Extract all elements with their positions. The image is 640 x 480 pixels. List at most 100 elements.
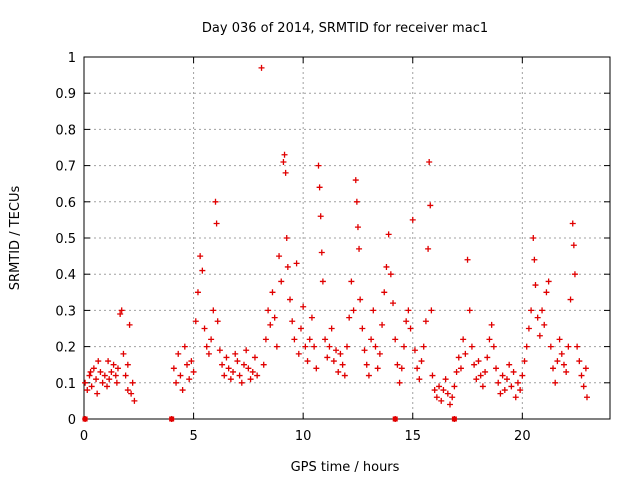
y-tick-label: 0.9 <box>55 87 76 102</box>
data-point <box>387 271 394 278</box>
data-point <box>114 365 121 372</box>
data-point <box>442 376 449 383</box>
data-point <box>271 314 278 321</box>
data-point <box>394 361 401 368</box>
data-point <box>376 350 383 357</box>
y-tick-label: 1 <box>68 51 76 66</box>
data-point <box>173 379 180 386</box>
data-point <box>210 307 217 314</box>
data-point <box>563 368 570 375</box>
data-point <box>357 296 364 303</box>
data-point <box>392 336 399 343</box>
data-point <box>569 220 576 227</box>
data-point <box>411 347 418 354</box>
data-point <box>427 202 434 209</box>
data-point <box>497 390 504 397</box>
data-point <box>503 376 510 383</box>
data-point <box>112 372 119 379</box>
data-point <box>354 224 361 231</box>
data-point <box>418 358 425 365</box>
y-tick-label: 0.1 <box>55 377 76 392</box>
x-tick-label: 5 <box>189 429 197 444</box>
data-point <box>466 307 473 314</box>
data-point <box>117 311 124 318</box>
data-point <box>438 397 445 404</box>
data-point <box>365 372 372 379</box>
data-point <box>97 368 104 375</box>
data-point <box>379 321 386 328</box>
x-tick-label: 15 <box>404 429 421 444</box>
data-point <box>302 343 309 350</box>
data-point <box>131 397 138 404</box>
data-point <box>353 198 360 205</box>
data-point <box>230 368 237 375</box>
data-point <box>262 336 269 343</box>
data-point <box>201 325 208 332</box>
data-point <box>407 325 414 332</box>
data-point <box>578 372 585 379</box>
data-point <box>574 343 581 350</box>
data-point <box>306 336 313 343</box>
data-point <box>385 231 392 238</box>
data-point <box>576 358 583 365</box>
data-point <box>267 321 274 328</box>
data-point <box>281 151 288 158</box>
data-point <box>484 354 491 361</box>
data-point <box>519 372 526 379</box>
baseline-square <box>169 416 175 422</box>
data-point <box>460 336 467 343</box>
data-point <box>333 347 340 354</box>
data-point <box>221 372 228 379</box>
data-point <box>565 343 572 350</box>
data-point <box>396 379 403 386</box>
data-point <box>488 321 495 328</box>
data-point <box>493 365 500 372</box>
data-point <box>539 307 546 314</box>
data-point <box>495 379 502 386</box>
data-point <box>440 387 447 394</box>
data-point <box>192 318 199 325</box>
data-point <box>583 394 590 401</box>
baseline-square <box>392 416 398 422</box>
data-point <box>260 361 267 368</box>
data-point <box>479 383 486 390</box>
data-point <box>87 368 94 375</box>
data-point <box>512 394 519 401</box>
data-point <box>278 278 285 285</box>
data-point <box>486 336 493 343</box>
data-point <box>475 358 482 365</box>
data-point <box>284 263 291 270</box>
data-point <box>348 278 355 285</box>
data-point <box>219 361 226 368</box>
data-point <box>337 350 344 357</box>
data-point <box>361 347 368 354</box>
data-point <box>436 383 443 390</box>
data-point <box>552 379 559 386</box>
data-point <box>356 245 363 252</box>
data-point <box>383 263 390 270</box>
data-point <box>547 343 554 350</box>
data-point <box>317 213 324 220</box>
data-point <box>374 365 381 372</box>
y-tick-label: 0.8 <box>55 123 76 138</box>
data-point <box>232 350 239 357</box>
y-tick-label: 0.4 <box>55 268 76 283</box>
data-point <box>473 376 480 383</box>
data-point <box>426 158 433 165</box>
data-point <box>223 354 230 361</box>
data-point <box>208 336 215 343</box>
chart-title: Day 036 of 2014, SRMTID for receiver mac… <box>202 21 488 36</box>
data-point <box>490 343 497 350</box>
data-point <box>124 361 131 368</box>
data-point <box>541 321 548 328</box>
x-axis-label: GPS time / hours <box>291 460 400 475</box>
data-point <box>238 379 245 386</box>
data-point <box>316 184 323 191</box>
data-point <box>425 245 432 252</box>
data-point <box>216 347 223 354</box>
data-point <box>431 387 438 394</box>
data-point <box>580 383 587 390</box>
data-point <box>447 401 454 408</box>
data-point <box>214 318 221 325</box>
data-point <box>181 343 188 350</box>
